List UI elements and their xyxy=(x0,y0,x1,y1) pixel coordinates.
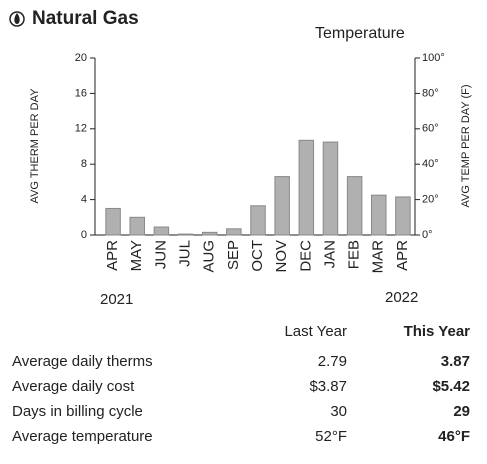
x-tick-label: JUN xyxy=(152,240,169,269)
y2-tick-label: 0° xyxy=(422,229,433,241)
cell: 3.87 xyxy=(441,353,470,370)
cell: 2.79 xyxy=(318,353,347,370)
bar xyxy=(322,141,339,236)
y-tick-label: 8 xyxy=(81,158,87,170)
x-tick-label: MAY xyxy=(128,240,145,271)
x-tick-label: JUL xyxy=(177,240,194,267)
bar xyxy=(129,216,145,236)
cell: 29 xyxy=(453,403,470,420)
x-tick-label: FEB xyxy=(346,240,363,269)
cell: $3.87 xyxy=(309,378,347,395)
x-tick-label: AUG xyxy=(201,240,218,273)
y-axis-label: AVG THERM PER DAY xyxy=(29,88,41,204)
chart-title: Natural Gas xyxy=(32,8,139,29)
row-label: Average daily therms xyxy=(12,353,153,370)
year-label: 2021 xyxy=(100,291,133,308)
bar xyxy=(201,231,218,236)
row-label: Days in billing cycle xyxy=(12,403,143,420)
bar xyxy=(153,226,170,236)
y2-tick-label: 40° xyxy=(422,158,439,170)
cell: 46°F xyxy=(438,428,470,445)
y2-axis-label: AVG TEMP PER DAY (F) xyxy=(460,84,472,207)
y2-tick-label: 20° xyxy=(422,194,439,206)
bar xyxy=(274,176,290,236)
x-tick-label: JAN xyxy=(321,240,338,268)
cell: $5.42 xyxy=(432,378,470,395)
y2-tick-label: 60° xyxy=(422,123,439,135)
row-label: Average temperature xyxy=(12,428,153,445)
bar xyxy=(250,205,266,236)
y-tick-label: 12 xyxy=(75,123,87,135)
y2-tick-label: 100° xyxy=(422,52,445,64)
column-header: Last Year xyxy=(284,323,347,340)
x-tick-label: NOV xyxy=(273,240,290,273)
bar xyxy=(177,233,194,236)
subtitle: Temperature xyxy=(315,25,405,42)
y-tick-label: 4 xyxy=(81,194,87,206)
bar xyxy=(371,194,387,236)
cell: 30 xyxy=(330,403,347,420)
bar xyxy=(346,176,363,236)
x-tick-label: DEC xyxy=(297,240,314,272)
bar xyxy=(395,196,411,236)
y-tick-label: 20 xyxy=(75,52,87,64)
column-header: This Year xyxy=(404,323,471,340)
bar xyxy=(298,139,315,236)
row-label: Average daily cost xyxy=(12,378,135,395)
x-tick-label: APR xyxy=(394,240,411,271)
y2-tick-label: 80° xyxy=(422,87,439,99)
y-tick-label: 0 xyxy=(81,229,87,241)
x-tick-label: SEP xyxy=(225,240,242,270)
y-tick-label: 16 xyxy=(75,87,87,99)
year-label: 2022 xyxy=(385,289,418,306)
cell: 52°F xyxy=(315,428,347,445)
bar xyxy=(105,207,121,236)
bar xyxy=(226,228,242,236)
x-tick-label: OCT xyxy=(249,240,266,272)
x-tick-label: MAR xyxy=(370,240,387,274)
flame-icon xyxy=(9,11,25,27)
x-tick-label: APR xyxy=(104,240,121,271)
